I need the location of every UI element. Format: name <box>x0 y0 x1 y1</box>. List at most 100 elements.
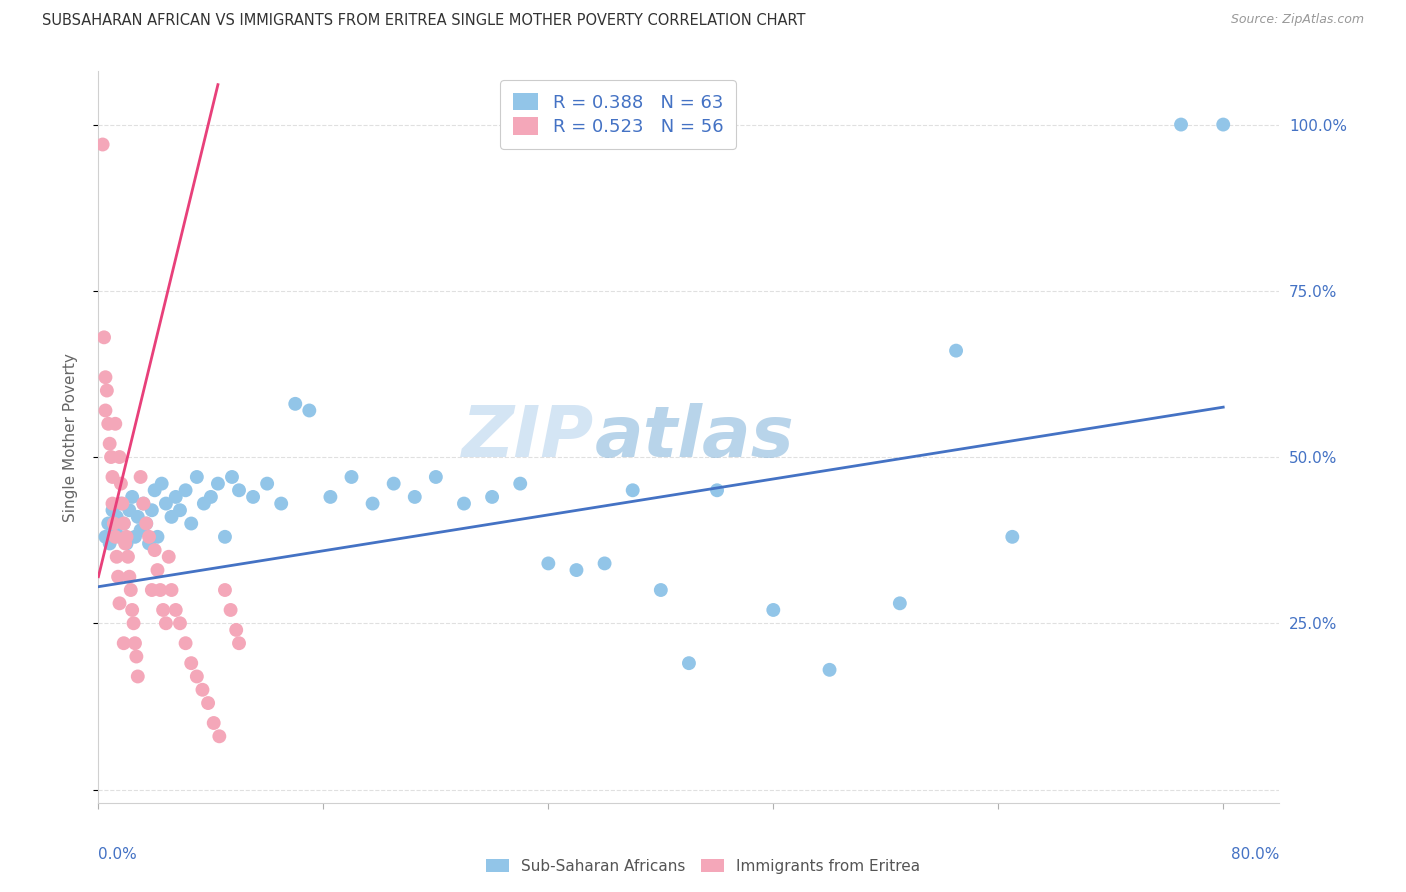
Point <box>141 503 163 517</box>
Point <box>425 470 447 484</box>
Point <box>103 516 125 531</box>
Point <box>214 530 236 544</box>
Point <box>191 682 214 697</box>
Point <box>481 490 503 504</box>
Point <box>174 636 197 650</box>
Point <box>97 516 120 531</box>
Point <box>96 384 118 398</box>
Point <box>100 450 122 464</box>
Point <box>180 656 202 670</box>
Point <box>108 450 131 464</box>
Point <box>593 557 616 571</box>
Point <box>105 549 128 564</box>
Point <box>127 509 149 524</box>
Point <box>160 509 183 524</box>
Point <box>889 596 911 610</box>
Point <box>146 563 169 577</box>
Point <box>180 516 202 531</box>
Point <box>706 483 728 498</box>
Point <box>193 497 215 511</box>
Point <box>945 343 967 358</box>
Point <box>202 716 225 731</box>
Point <box>537 557 560 571</box>
Point <box>146 530 169 544</box>
Point <box>108 530 131 544</box>
Point <box>621 483 644 498</box>
Point <box>108 596 131 610</box>
Point <box>115 536 138 550</box>
Text: 80.0%: 80.0% <box>1232 847 1279 862</box>
Point <box>138 530 160 544</box>
Point <box>219 603 242 617</box>
Point <box>135 516 157 531</box>
Point <box>118 570 141 584</box>
Point <box>169 503 191 517</box>
Point <box>114 536 136 550</box>
Point <box>141 582 163 597</box>
Point <box>256 476 278 491</box>
Point <box>319 490 342 504</box>
Point <box>121 490 143 504</box>
Point <box>1170 118 1192 132</box>
Point <box>122 616 145 631</box>
Point <box>155 616 177 631</box>
Point <box>94 370 117 384</box>
Point <box>149 582 172 597</box>
Point <box>160 582 183 597</box>
Point <box>127 669 149 683</box>
Point <box>104 417 127 431</box>
Point <box>214 582 236 597</box>
Point <box>242 490 264 504</box>
Point <box>143 543 166 558</box>
Point <box>112 516 135 531</box>
Point <box>284 397 307 411</box>
Point <box>138 536 160 550</box>
Legend: R = 0.388   N = 63, R = 0.523   N = 56: R = 0.388 N = 63, R = 0.523 N = 56 <box>501 80 735 149</box>
Point <box>101 470 124 484</box>
Point <box>152 603 174 617</box>
Point <box>361 497 384 511</box>
Point <box>98 536 121 550</box>
Point <box>121 603 143 617</box>
Point <box>94 403 117 417</box>
Point <box>207 476 229 491</box>
Point <box>174 483 197 498</box>
Point <box>129 523 152 537</box>
Point <box>93 330 115 344</box>
Point <box>118 503 141 517</box>
Point <box>225 623 247 637</box>
Point <box>124 636 146 650</box>
Point <box>228 483 250 498</box>
Point <box>101 497 124 511</box>
Point <box>1212 118 1234 132</box>
Point <box>298 403 321 417</box>
Point <box>565 563 588 577</box>
Text: Source: ZipAtlas.com: Source: ZipAtlas.com <box>1230 13 1364 27</box>
Point <box>157 549 180 564</box>
Point <box>818 663 841 677</box>
Point <box>110 476 132 491</box>
Point <box>132 497 155 511</box>
Point <box>101 503 124 517</box>
Point <box>112 636 135 650</box>
Point <box>94 530 117 544</box>
Point <box>453 497 475 511</box>
Point <box>129 470 152 484</box>
Point <box>197 696 219 710</box>
Point <box>143 483 166 498</box>
Legend: Sub-Saharan Africans, Immigrants from Eritrea: Sub-Saharan Africans, Immigrants from Er… <box>479 853 927 880</box>
Point <box>98 436 121 450</box>
Point <box>117 549 139 564</box>
Text: 0.0%: 0.0% <box>98 847 138 862</box>
Point <box>1001 530 1024 544</box>
Point <box>97 417 120 431</box>
Point <box>132 497 155 511</box>
Point <box>169 616 191 631</box>
Point <box>135 516 157 531</box>
Point <box>91 137 114 152</box>
Point <box>107 570 129 584</box>
Point <box>382 476 405 491</box>
Point <box>340 470 363 484</box>
Point <box>208 729 231 743</box>
Point <box>105 509 128 524</box>
